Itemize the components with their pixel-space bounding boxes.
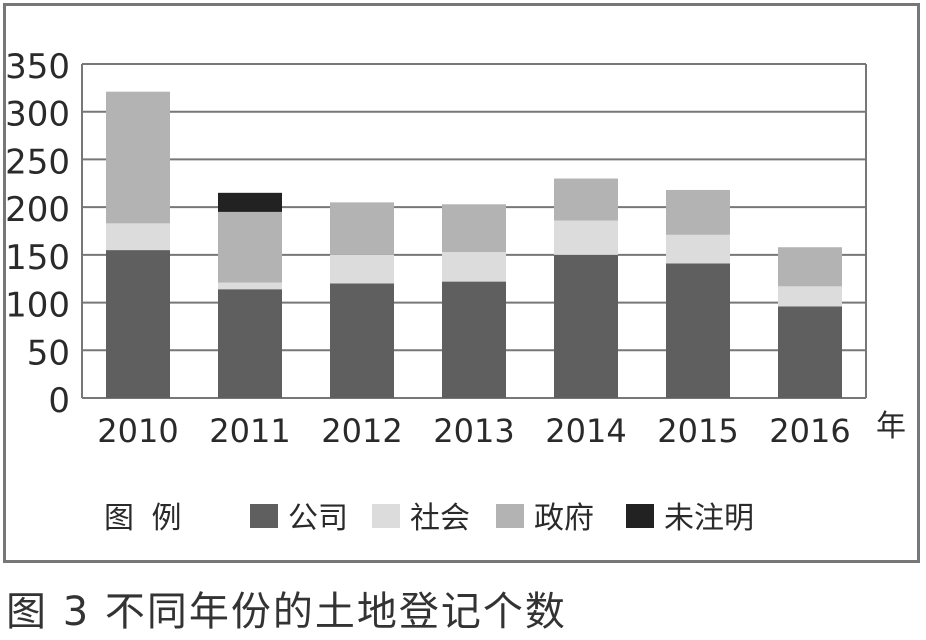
y-tick-label-150: 150 — [5, 238, 70, 278]
x-tick-label-2013: 2013 — [433, 412, 514, 450]
bar-2011-未注明 — [218, 192, 282, 212]
bar-2016-社会 — [778, 286, 842, 307]
bar-2012-社会 — [330, 254, 394, 284]
legend-swatch-政府 — [496, 504, 524, 528]
legend-swatch-未注明 — [626, 504, 654, 528]
bar-2013-社会 — [442, 251, 506, 282]
bar-2011-公司 — [218, 289, 282, 398]
y-tick-label-50: 50 — [27, 333, 70, 373]
y-tick-label-0: 0 — [48, 381, 70, 421]
bar-2016-政府 — [778, 247, 842, 287]
bar-2014-社会 — [554, 220, 618, 255]
legend-label-公司: 公司 — [288, 501, 348, 536]
bar-2016-公司 — [778, 306, 842, 398]
bar-2015-社会 — [666, 234, 730, 264]
bar-2010-社会 — [106, 223, 170, 251]
x-tick-label-2016: 2016 — [769, 412, 850, 450]
x-tick-label-2014: 2014 — [545, 412, 626, 450]
y-tick-label-200: 200 — [5, 190, 70, 230]
bar-2015-政府 — [666, 189, 730, 235]
x-tick-label-2015: 2015 — [657, 412, 738, 450]
x-tick-label-2010: 2010 — [97, 412, 178, 450]
x-tick-label-2011: 2011 — [209, 412, 290, 450]
bar-2010-政府 — [106, 91, 170, 224]
bar-2013-政府 — [442, 204, 506, 252]
x-axis-unit-label: 年 — [876, 409, 906, 444]
bar-2010-公司 — [106, 250, 170, 398]
bar-2014-政府 — [554, 178, 618, 221]
legend-title: 图 例 — [104, 501, 186, 536]
figure-caption: 图 3 不同年份的土地登记个数 — [6, 589, 567, 635]
legend-swatch-社会 — [372, 504, 400, 528]
legend-label-未注明: 未注明 — [664, 501, 754, 536]
bar-2014-公司 — [554, 254, 618, 398]
stacked-bar-chart: 0 50 100 150 200 250 300 350 2010 2011 2012 2013 201… — [5, 47, 906, 536]
y-tick-label-300: 300 — [5, 95, 70, 135]
bar-2012-公司 — [330, 283, 394, 398]
bar-2013-公司 — [442, 281, 506, 398]
bar-2015-公司 — [666, 263, 730, 398]
legend-label-政府: 政府 — [534, 501, 594, 536]
y-tick-label-100: 100 — [5, 286, 70, 326]
y-tick-label-250: 250 — [5, 142, 70, 182]
legend-swatch-公司 — [250, 504, 278, 528]
bar-2011-政府 — [218, 211, 282, 283]
x-tick-label-2012: 2012 — [321, 412, 402, 450]
bar-2012-政府 — [330, 202, 394, 255]
y-tick-label-350: 350 — [5, 47, 70, 87]
legend-label-社会: 社会 — [410, 501, 470, 536]
bar-2011-社会 — [218, 282, 282, 290]
